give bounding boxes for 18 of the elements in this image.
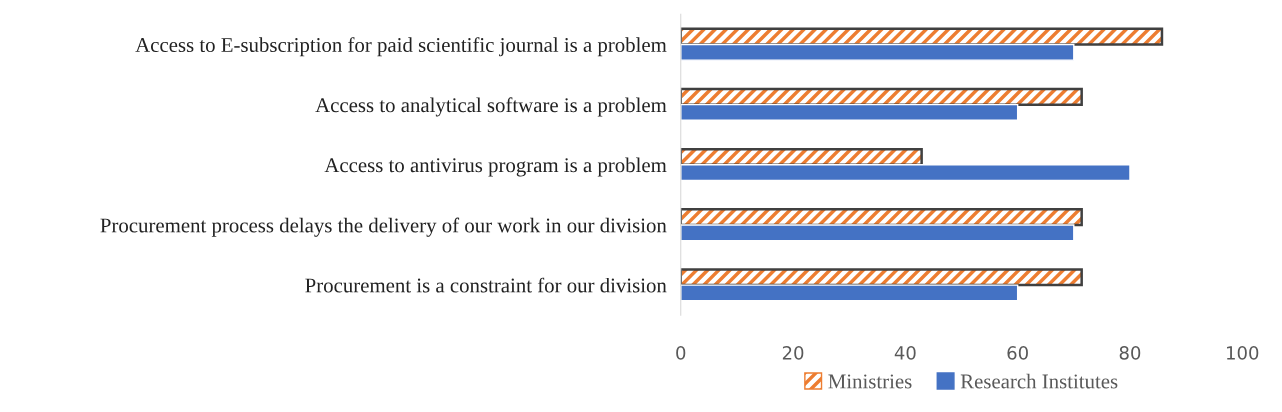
y-tick-label: Access to E-subscription for paid scientific journal is a problem (135, 37, 667, 57)
y-tick-label: Access to antivirus program is a problem (324, 157, 667, 177)
y-tick-label: Procurement process delays the delivery of our work in our division (100, 217, 667, 237)
x-tick-label: 80 (1119, 346, 1141, 360)
y-tick-label: Access to analytical software is a problem (315, 97, 667, 117)
legend-label: Research Institutes (960, 373, 1118, 389)
bar (680, 43, 1075, 61)
bar (680, 164, 1131, 182)
x-tick-label: 60 (1007, 346, 1028, 360)
legend-label: Ministries (828, 374, 912, 389)
bar (680, 284, 1019, 302)
bar (680, 224, 1075, 242)
x-tick-label: 40 (894, 346, 916, 360)
y-tick-label: Procurement is a constraint for our division (305, 277, 667, 293)
bar (680, 103, 1019, 121)
x-tick-label: 100 (1227, 346, 1259, 360)
x-tick-label: 0 (676, 346, 686, 360)
x-tick-label: 20 (782, 346, 804, 360)
